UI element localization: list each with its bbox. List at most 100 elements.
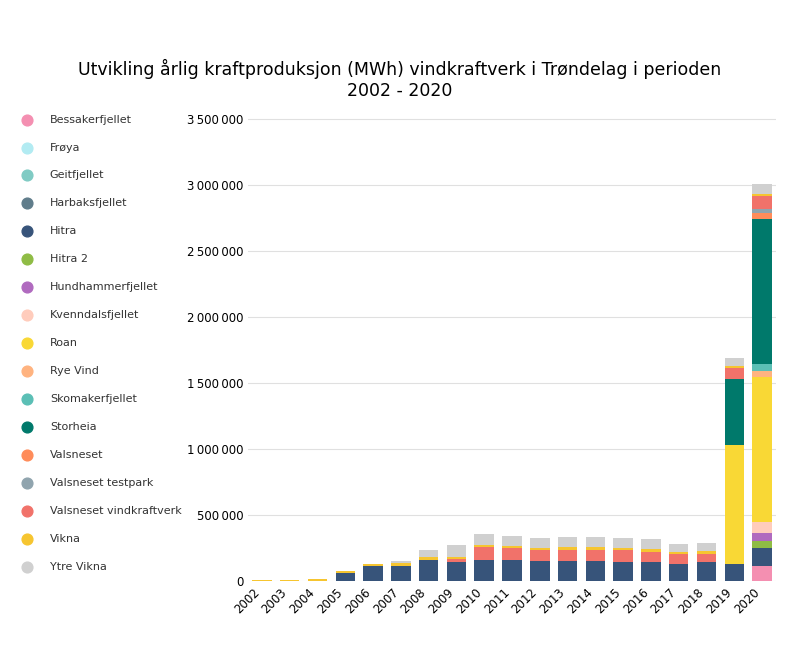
Bar (642, 562, 661, 581)
Text: Ytre Vikna: Ytre Vikna (50, 562, 106, 572)
Bar (752, 522, 772, 533)
Text: Harbaksfjellet: Harbaksfjellet (50, 199, 127, 209)
Bar (558, 561, 578, 581)
Bar (474, 544, 494, 547)
Point (20, 338, 33, 348)
Text: Vikna: Vikna (50, 534, 81, 544)
Bar (419, 550, 438, 557)
Point (20, 310, 33, 321)
Point (20, 114, 33, 125)
Bar (474, 560, 494, 581)
Bar (752, 209, 772, 213)
Bar (697, 551, 716, 554)
Bar (669, 564, 689, 581)
Bar (446, 545, 466, 556)
Point (20, 422, 33, 432)
Bar (752, 364, 772, 371)
Bar (558, 537, 578, 547)
Text: Valsneset: Valsneset (50, 450, 103, 460)
Point (20, 533, 33, 544)
Text: Utvikling årlig kraftproduksjon (MWh) vindkraftverk i Trøndelag i perioden
2002 : Utvikling årlig kraftproduksjon (MWh) vi… (78, 59, 722, 100)
Point (20, 449, 33, 460)
Point (20, 394, 33, 405)
Bar (558, 550, 578, 561)
Bar (530, 561, 550, 581)
Point (20, 254, 33, 265)
Text: Valsneset vindkraftverk: Valsneset vindkraftverk (50, 506, 182, 516)
Bar (697, 543, 716, 551)
Text: Hitra 2: Hitra 2 (50, 254, 88, 265)
Bar (502, 546, 522, 548)
Point (20, 143, 33, 153)
Bar (558, 547, 578, 550)
Bar (586, 561, 605, 581)
Bar (697, 562, 716, 581)
Bar (502, 560, 522, 581)
Point (20, 562, 33, 572)
Bar (586, 547, 605, 550)
Point (20, 506, 33, 516)
Bar (725, 445, 744, 564)
Bar (335, 573, 355, 581)
Text: Kvenndalsfjellet: Kvenndalsfjellet (50, 310, 139, 320)
Bar (669, 544, 689, 552)
Bar (391, 563, 410, 566)
Bar (363, 564, 382, 566)
Bar (614, 550, 633, 562)
Bar (530, 548, 550, 550)
Bar (669, 552, 689, 554)
Bar (391, 566, 410, 581)
Point (20, 366, 33, 376)
Bar (446, 556, 466, 559)
Point (20, 198, 33, 209)
Text: Storheia: Storheia (50, 422, 96, 432)
Bar (752, 193, 772, 196)
Bar (752, 219, 772, 364)
Bar (752, 548, 772, 566)
Bar (725, 379, 744, 445)
Text: Geitfjellet: Geitfjellet (50, 170, 104, 180)
Bar (252, 580, 272, 581)
Bar (419, 560, 438, 581)
Bar (474, 534, 494, 544)
Bar (446, 559, 466, 562)
Bar (614, 562, 633, 581)
Bar (530, 550, 550, 561)
Text: Bessakerfjellet: Bessakerfjellet (50, 115, 132, 125)
Bar (752, 566, 772, 581)
Text: Skomakerfjellet: Skomakerfjellet (50, 394, 137, 404)
Point (20, 170, 33, 181)
Bar (586, 550, 605, 561)
Bar (752, 533, 772, 541)
Text: Hundhammerfjellet: Hundhammerfjellet (50, 282, 158, 292)
Bar (669, 554, 689, 564)
Point (20, 226, 33, 237)
Bar (725, 368, 744, 379)
Bar (642, 539, 661, 549)
Bar (725, 564, 744, 581)
Bar (502, 535, 522, 546)
Bar (614, 548, 633, 550)
Point (20, 478, 33, 488)
Bar (642, 552, 661, 562)
Text: Hitra: Hitra (50, 226, 77, 236)
Text: Rye Vind: Rye Vind (50, 366, 98, 376)
Bar (586, 537, 605, 547)
Bar (725, 358, 744, 366)
Bar (752, 371, 772, 377)
Text: Frøya: Frøya (50, 143, 80, 152)
Bar (725, 366, 744, 368)
Bar (752, 184, 772, 193)
Bar (752, 196, 772, 209)
Bar (335, 570, 355, 573)
Bar (502, 548, 522, 560)
Bar (446, 562, 466, 581)
Bar (419, 557, 438, 560)
Bar (530, 537, 550, 548)
Bar (752, 377, 772, 522)
Bar (308, 579, 327, 581)
Bar (752, 541, 772, 548)
Bar (642, 549, 661, 552)
Bar (280, 579, 299, 581)
Bar (474, 547, 494, 560)
